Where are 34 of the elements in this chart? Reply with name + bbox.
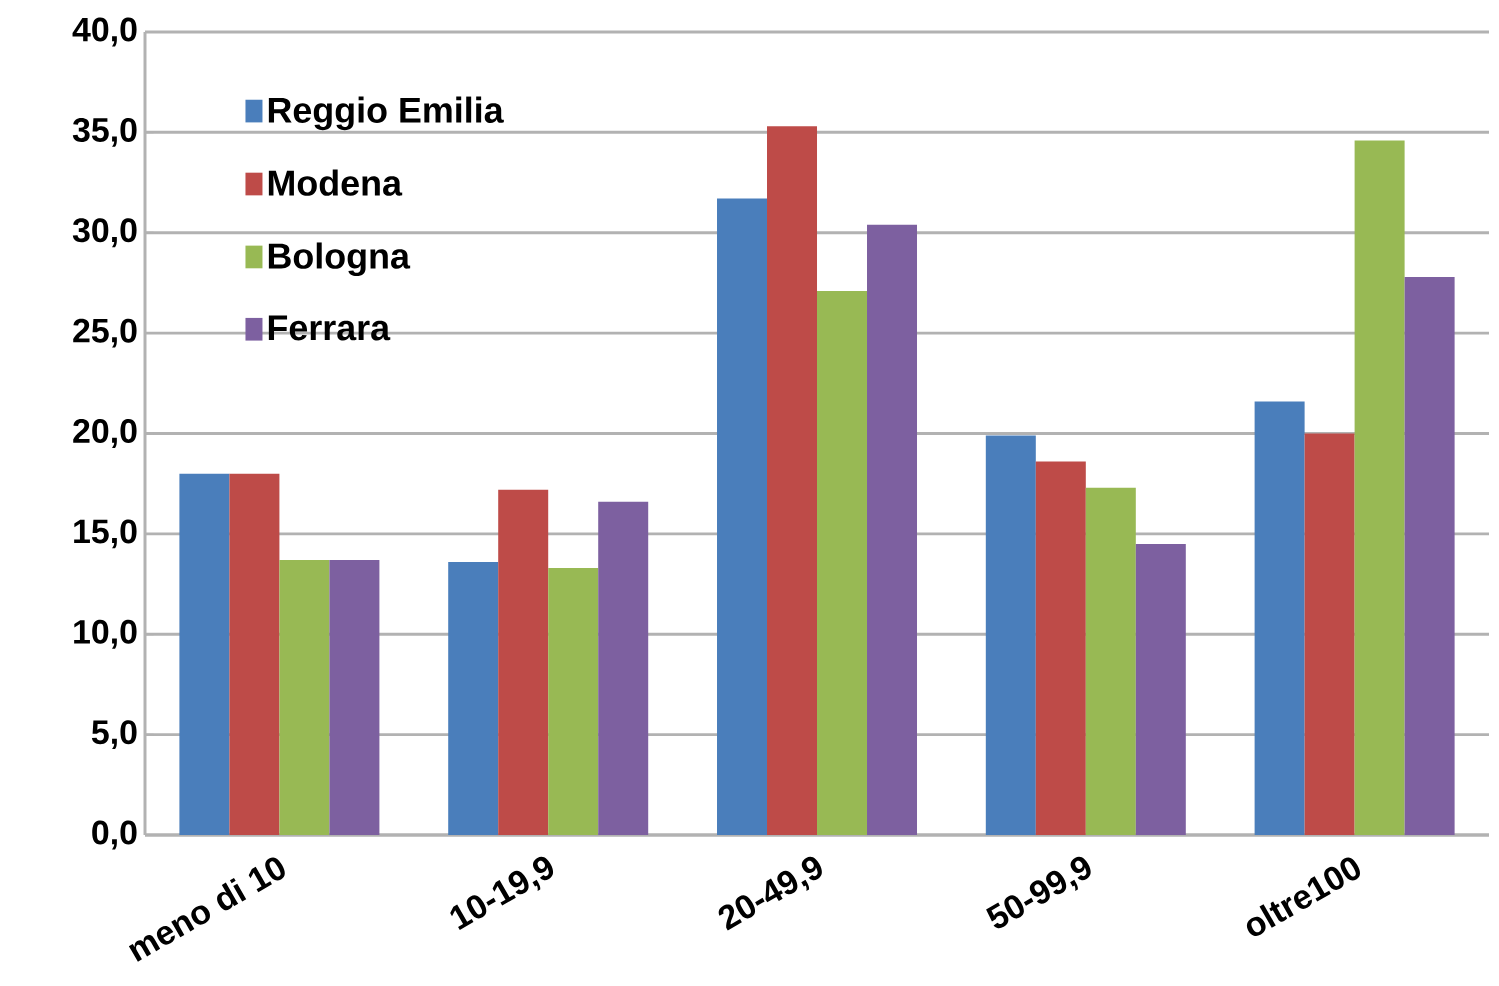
bar [1354, 140, 1405, 835]
y-tick-label: 10,0 [74, 619, 137, 649]
legend-label: Reggio Emilia [268, 96, 504, 131]
y-tick-label: 20,0 [73, 419, 137, 448]
bar [548, 568, 599, 835]
bar [717, 198, 768, 835]
bar [598, 501, 649, 835]
y-tick-label: 15,0 [74, 519, 137, 549]
bar [279, 559, 330, 835]
bar [448, 561, 499, 835]
bar [179, 473, 230, 835]
bar [817, 290, 868, 835]
bar [985, 435, 1036, 835]
y-tick-label: 30,0 [72, 218, 137, 248]
bar [1135, 543, 1186, 835]
bar [767, 126, 818, 835]
bar [329, 559, 380, 835]
bar [867, 224, 918, 835]
bar [1254, 401, 1305, 835]
y-tick-label: 40,0 [72, 17, 137, 47]
bar [1404, 276, 1455, 835]
bar [498, 489, 549, 835]
y-tick-label: 5,0 [91, 720, 137, 750]
y-tick-label: 0,0 [92, 820, 137, 850]
bar [1304, 433, 1355, 835]
y-tick-label: 35,0 [72, 117, 137, 147]
y-tick-label: 25,0 [73, 318, 137, 348]
legend-label: Modena [268, 169, 403, 196]
legend-label: Ferrara [268, 315, 391, 341]
bar [1085, 487, 1136, 835]
bar [1035, 461, 1086, 835]
legend-label: Bologna [268, 242, 411, 277]
bar [229, 473, 280, 835]
x-tick-label: meno di 10 [128, 857, 285, 962]
